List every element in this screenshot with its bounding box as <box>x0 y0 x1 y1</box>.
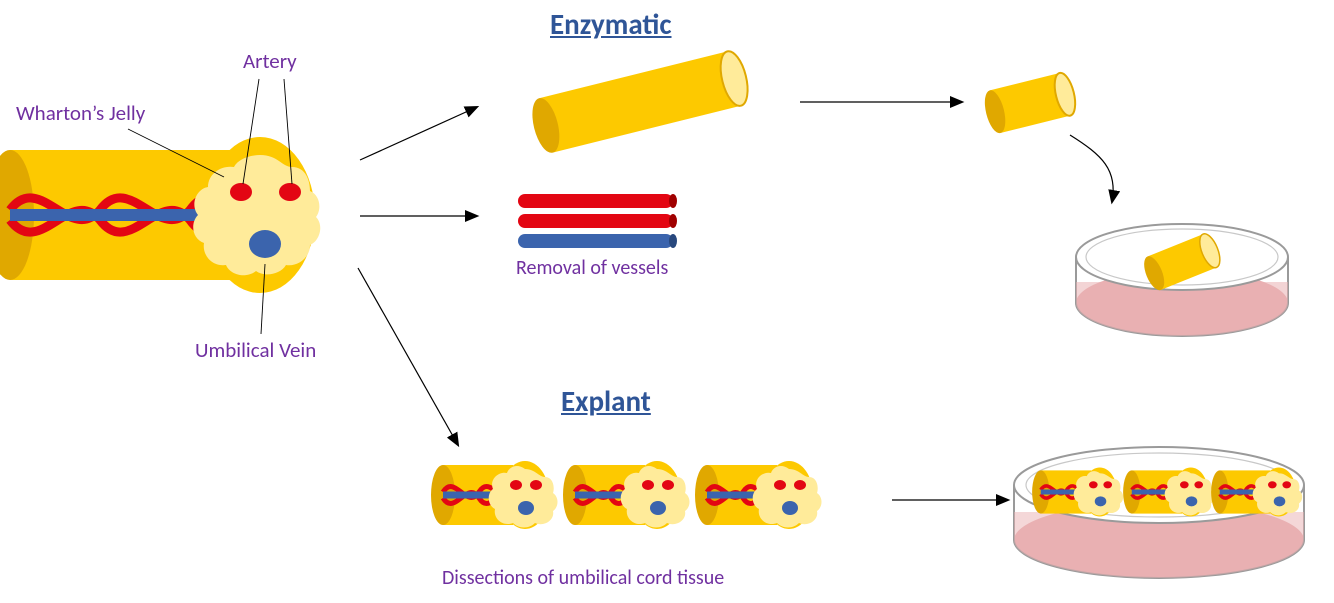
vein-icon <box>249 230 281 258</box>
enzymatic-segment-big <box>527 48 752 155</box>
label-whartons: Wharton’s Jelly <box>16 100 145 126</box>
explant-pieces-row <box>431 461 822 529</box>
umbilical-cord-main <box>0 137 320 293</box>
petri-dish-enzymatic <box>1076 224 1288 336</box>
artery-right-icon <box>279 183 301 201</box>
heading-enzymatic: Enzymatic <box>550 6 672 42</box>
petri-dish-explant <box>1014 447 1304 578</box>
enzymatic-segment-small <box>981 71 1079 135</box>
label-artery: Artery <box>243 48 297 74</box>
arrow-branch-top <box>360 107 477 160</box>
branch-arrows <box>358 107 477 445</box>
vessel-rods <box>518 194 677 248</box>
label-dissections: Dissections of umbilical cord tissue <box>442 566 724 590</box>
heading-explant: Explant <box>561 383 651 419</box>
arrow-branch-bot <box>358 268 458 445</box>
diagram-canvas <box>0 0 1334 603</box>
label-removal: Removal of vessels <box>516 256 668 280</box>
arrow-enzymatic-2 <box>1070 135 1113 202</box>
artery-left-icon <box>230 183 252 201</box>
label-vein: Umbilical Vein <box>195 337 316 363</box>
